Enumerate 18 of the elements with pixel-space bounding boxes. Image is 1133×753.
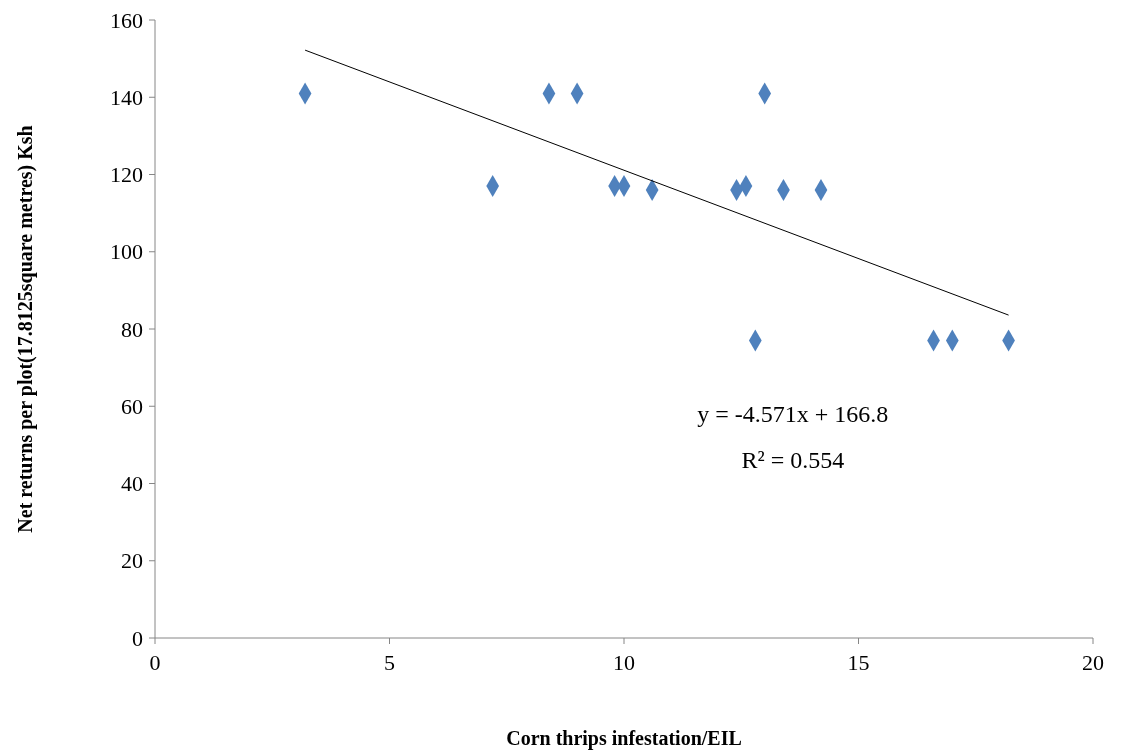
x-tick-label: 15 xyxy=(847,650,870,675)
y-tick-label: 100 xyxy=(110,239,143,265)
x-tick-label: 20 xyxy=(1082,650,1104,675)
y-tick-label: 20 xyxy=(121,548,143,574)
y-tick-label: 160 xyxy=(110,7,143,33)
x-tick-label: 0 xyxy=(149,650,161,675)
y-tick-label: 0 xyxy=(132,625,143,651)
y-tick-label: 40 xyxy=(121,471,143,497)
y-tick-label: 140 xyxy=(110,84,143,110)
x-tick-label: 10 xyxy=(613,650,635,675)
x-axis-title: Corn thrips infestation/EIL xyxy=(506,727,742,750)
y-tick-label: 120 xyxy=(110,162,143,188)
x-tick-label: 5 xyxy=(384,650,395,675)
y-axis-title: Net returns per plot(17.8125square metres) Ksh xyxy=(14,125,37,533)
y-tick-label: 80 xyxy=(121,316,143,342)
annotation: y = -4.571x + 166.8 xyxy=(697,400,889,427)
annotation: R² = 0.554 xyxy=(741,447,845,474)
y-tick-label: 60 xyxy=(121,393,143,419)
